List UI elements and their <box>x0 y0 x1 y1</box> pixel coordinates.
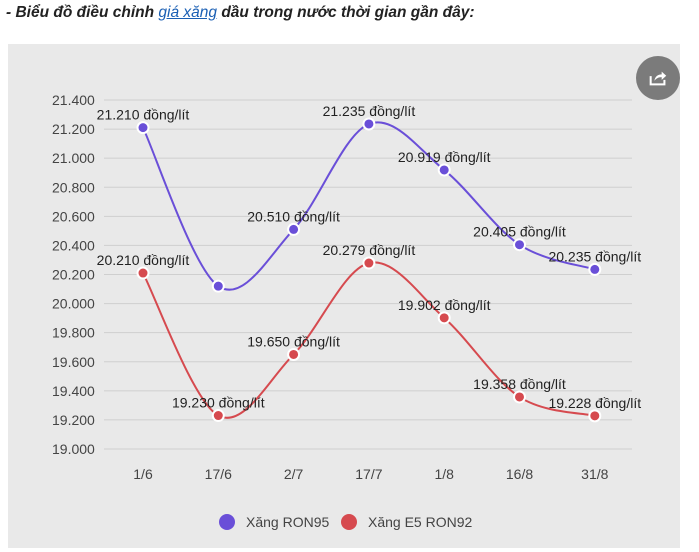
share-button[interactable] <box>636 56 680 100</box>
data-label: 20.405 đồng/lít <box>473 224 566 240</box>
y-tick-label: 19.000 <box>52 441 95 457</box>
heading-suffix: dầu trong nước thời gian gần đây: <box>217 4 475 21</box>
legend-label: Xăng E5 RON92 <box>368 514 472 530</box>
data-labels: 21.210 đồng/lít 20.510 đồng/lít 21.235 đồn… <box>97 103 642 411</box>
data-label: 19.228 đồng/lít <box>548 395 641 411</box>
legend-label: Xăng RON95 <box>246 514 329 530</box>
data-label: 21.235 đồng/lít <box>323 103 416 119</box>
data-point <box>588 409 602 423</box>
legend: Xăng RON95 Xăng E5 RON92 <box>219 514 472 530</box>
x-tick-label: 16/8 <box>506 466 533 482</box>
data-label: 20.235 đồng/lít <box>548 248 641 264</box>
data-point <box>437 311 451 325</box>
y-tick-label: 20.400 <box>52 237 95 253</box>
data-point <box>437 163 451 177</box>
y-tick-label: 19.600 <box>52 354 95 370</box>
chart-panel <box>8 44 680 548</box>
y-tick-label: 20.800 <box>52 179 95 195</box>
x-tick-label: 1/6 <box>133 466 153 482</box>
data-label: 19.230 đồng/lít <box>172 395 265 411</box>
share-icon <box>647 67 669 89</box>
data-label: 19.650 đồng/lít <box>247 333 340 349</box>
data-label: 20.210 đồng/lít <box>97 252 190 268</box>
data-label: 21.210 đồng/lít <box>97 107 190 123</box>
x-tick-label: 2/7 <box>284 466 304 482</box>
data-label: 20.510 đồng/lít <box>247 208 340 224</box>
x-tick-label: 1/8 <box>434 466 454 482</box>
data-label: 20.919 đồng/lít <box>398 149 491 165</box>
data-label: 20.279 đồng/lít <box>323 242 416 258</box>
legend-marker <box>341 514 357 530</box>
y-tick-label: 20.000 <box>52 296 95 312</box>
y-tick-label: 19.800 <box>52 325 95 341</box>
heading-prefix: - Biểu đồ điều chỉnh <box>6 4 159 21</box>
y-axis-ticks: 21.400 21.200 21.000 20.800 20.600 20.400 20.2… <box>52 92 95 457</box>
data-point <box>287 347 301 361</box>
data-point <box>513 390 526 404</box>
data-point <box>362 256 376 270</box>
y-tick-label: 20.200 <box>52 267 95 283</box>
y-tick-label: 20.600 <box>52 208 95 224</box>
x-axis-ticks: 1/6 17/6 2/7 17/7 1/8 16/8 31/8 <box>133 466 608 482</box>
y-tick-label: 19.200 <box>52 412 95 428</box>
gasoline-price-link[interactable]: giá xăng <box>158 4 218 21</box>
legend-marker <box>219 514 235 530</box>
data-point <box>362 117 376 131</box>
data-point <box>211 279 225 293</box>
data-point <box>513 238 526 252</box>
y-tick-label: 21.400 <box>52 92 95 108</box>
series-lines <box>136 117 602 423</box>
x-tick-label: 17/6 <box>205 466 232 482</box>
y-tick-label: 21.000 <box>52 150 95 166</box>
grid-lines <box>104 99 632 450</box>
data-point <box>287 222 301 236</box>
y-tick-label: 21.200 <box>52 121 95 137</box>
data-point <box>211 409 225 423</box>
data-label: 19.358 đồng/lít <box>473 376 566 392</box>
data-point <box>136 121 150 135</box>
y-tick-label: 19.400 <box>52 383 95 399</box>
data-label: 19.902 đồng/lít <box>398 297 491 313</box>
data-point <box>136 266 150 280</box>
x-tick-label: 17/7 <box>355 466 382 482</box>
page-heading: - Biểu đồ điều chỉnh giá xăng dầu trong … <box>6 4 475 22</box>
data-point <box>588 262 602 276</box>
x-tick-label: 31/8 <box>581 466 608 482</box>
